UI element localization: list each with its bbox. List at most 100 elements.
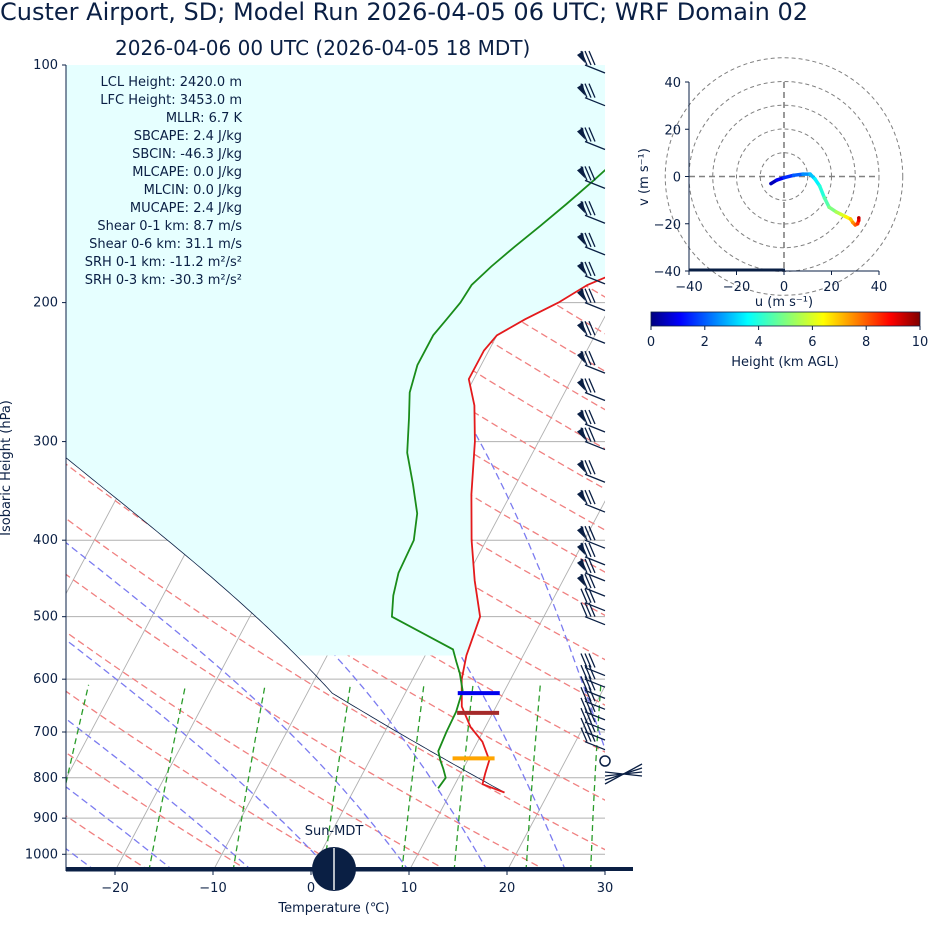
barb-shaft [584,275,606,285]
index-text: SBCAPE: 2.4 J/kg [134,129,242,144]
mixing-ratio-line [323,684,352,871]
x-axis-label: Temperature (℃) [277,901,389,916]
hodo-y-tick-label: 20 [664,123,681,138]
barb-feather [584,427,592,442]
y-axis-label: Isobaric Height (hPa) [0,400,14,536]
barb-feather [580,558,588,574]
mixing-ratio-line [525,684,541,871]
index-text: MLCAPE: 0.0 J/kg [132,165,242,180]
hodo-x-tick-label: −20 [723,280,750,295]
barb-shaft [584,572,606,582]
wind-barb [577,459,606,483]
y-tick-label: 700 [33,725,58,740]
barb-feather [584,50,592,66]
barb-feather [584,459,592,475]
index-text: MLLR: 6.7 K [166,111,243,126]
barb-shaft [584,334,606,344]
colorbar [650,311,921,327]
barb-feather [588,687,596,702]
barb-feather [580,321,588,336]
barb-flag [577,558,585,571]
barb-feather [580,664,588,680]
barb-feather [588,409,596,425]
barb-feather [580,525,588,541]
moist-adiabat [66,639,332,871]
barb-feather [588,707,596,723]
barb-feather [588,50,596,66]
barb-flag [577,542,585,555]
dry-adiabat [66,463,605,801]
barb-flag [577,166,585,179]
hodo-point [818,184,822,188]
mixing-ratio-line [148,684,187,871]
barb-feather [588,664,596,680]
barb-feather [588,697,596,713]
wind-barb [577,525,606,549]
colorbar-tick-label: 0 [647,335,655,350]
wind-barb [577,321,606,344]
barb-feather [584,350,592,366]
y-tick-label: 1000 [25,847,58,862]
hodo-point [857,216,861,220]
wind-barb [577,50,606,74]
barb-feather [588,573,596,589]
dry-adiabat [66,751,250,871]
barb-shaft [584,721,606,731]
barb-flag [577,378,585,391]
index-text: Shear 0-6 km: 31.1 m/s [89,237,242,252]
barb-shaft [584,731,606,741]
barb-flag [577,427,585,440]
hodo-segment [817,184,827,200]
hodo-y-tick-label: −20 [654,218,681,233]
barb-feather [584,489,592,505]
y-tick-label: 100 [33,58,58,73]
barb-feather [588,525,596,541]
colorbar-tick-label: 4 [754,335,762,350]
barb-feather [580,427,588,442]
barb-shaft [584,391,606,402]
index-text: MUCAPE: 2.4 J/kg [130,201,242,216]
parcel-trace [66,457,505,793]
hodo-x-tick-label: 40 [871,280,888,295]
barb-feather [584,200,592,216]
wind-barb [577,127,606,151]
barb-feather [580,653,588,668]
barb-feather [588,261,596,277]
y-tick-label: 200 [33,296,58,311]
mixing-ratio-line [66,684,90,786]
barb-feather [584,321,592,336]
hodo-x-tick-label: −40 [675,280,702,295]
barb-feather [584,653,592,668]
mixing-ratio-line [453,684,474,871]
barb-shaft [584,678,606,688]
barb-shaft [584,666,606,677]
barb-feather [584,664,592,680]
barb-shaft [584,503,606,513]
hodo-ring [712,104,856,249]
hodo-point [857,218,861,222]
wind-barb [577,542,606,566]
wind-barb [580,588,606,612]
barb-flag [577,201,585,214]
wind-barb [577,83,606,107]
hodo-y-tick-label: −40 [654,265,681,280]
wind-barb [577,166,606,189]
barb-shaft [584,97,606,107]
barb-flag [577,526,585,539]
barb-feather [584,409,592,425]
barb-feather [588,717,596,733]
index-text: LFC Height: 3453.0 m [100,93,242,108]
barb-flag [577,288,585,301]
barb-feather [584,127,592,142]
barb-shaft [584,711,606,721]
barb-shaft [584,473,606,483]
barb-feather [584,558,592,574]
barb-shaft [584,616,606,626]
hodo-point [822,196,826,200]
hodo-point [848,217,853,221]
barb-feather [584,727,592,742]
barb-feather [588,676,596,691]
hodo-point [813,177,817,181]
hodo-x-tick-label: 20 [823,280,840,295]
hodo-point [856,222,860,226]
